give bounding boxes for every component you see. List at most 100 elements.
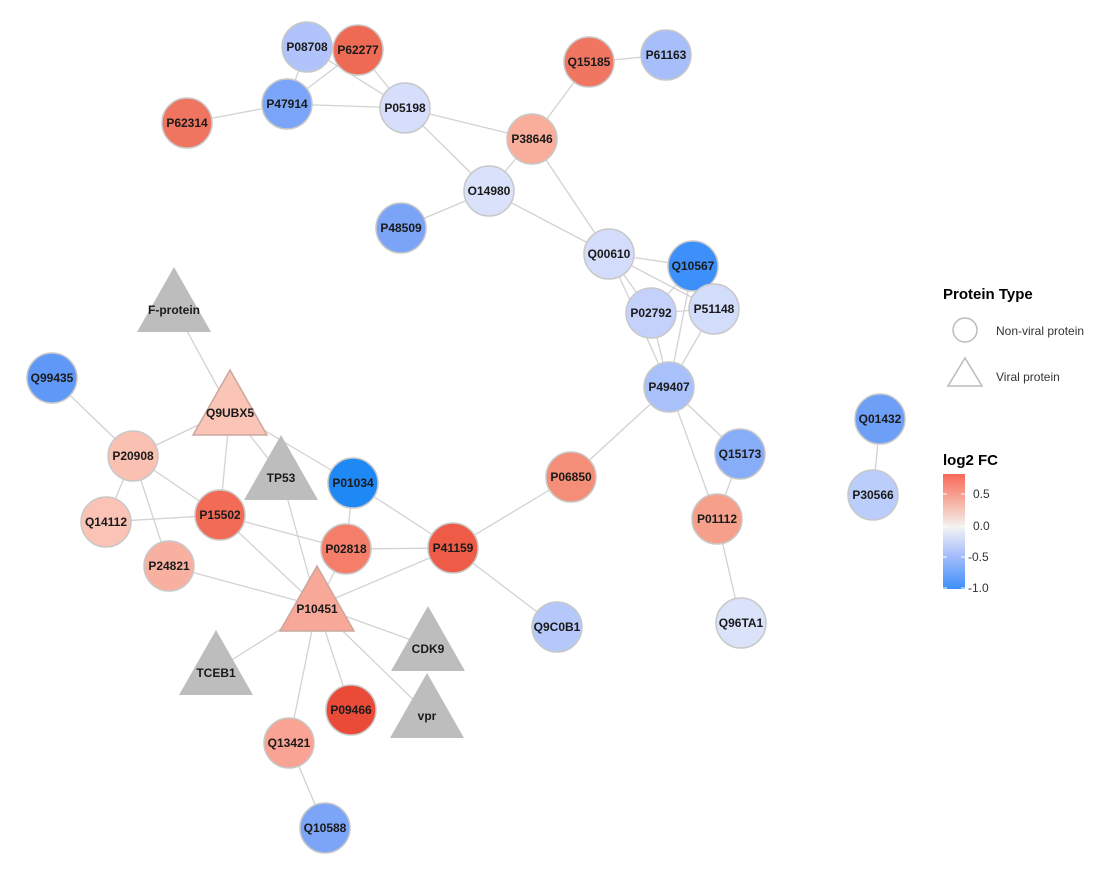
triangle-node-shape [179, 630, 253, 695]
node-label: Q96TA1 [719, 616, 764, 630]
node-label: vpr [418, 709, 437, 723]
colorbar-tick-label: -1.0 [968, 581, 989, 595]
node-P62277: P62277 [332, 24, 384, 76]
legend-type-title: Protein Type [943, 286, 1033, 303]
node-TP53: TP53 [244, 435, 318, 500]
circle-node-shape [691, 493, 743, 545]
node-F-protein: F-protein [137, 267, 211, 332]
node-label: Q01432 [859, 412, 902, 426]
node-P30566: P30566 [847, 469, 899, 521]
node-P38646: P38646 [506, 113, 558, 165]
node-Q10567: Q10567 [667, 240, 719, 292]
node-P61163: P61163 [640, 29, 692, 81]
node-P20908: P20908 [107, 430, 159, 482]
node-label: Q10567 [672, 259, 715, 273]
node-label: P01112 [697, 512, 737, 526]
triangle-node-shape [191, 368, 269, 436]
circle-node-shape [281, 21, 333, 73]
node-CDK9: CDK9 [391, 606, 465, 671]
node-P08708: P08708 [281, 21, 333, 73]
node-P49407: P49407 [643, 361, 695, 413]
node-label: Q99435 [31, 371, 74, 385]
node-P47914: P47914 [261, 78, 313, 130]
colorbar-tick-label: 0.0 [973, 519, 990, 533]
node-label: Q13421 [268, 736, 311, 750]
node-label: P38646 [511, 132, 553, 146]
node-label: P41159 [433, 541, 474, 555]
node-label: Q9C0B1 [534, 620, 581, 634]
node-label: P51148 [694, 302, 735, 316]
circle-node-shape [327, 457, 379, 509]
node-label: Q00610 [588, 247, 631, 261]
node-P24821: P24821 [143, 540, 195, 592]
circle-node-shape [715, 597, 767, 649]
circle-node-shape [714, 428, 766, 480]
node-label: P15502 [199, 508, 241, 522]
node-P62314: P62314 [161, 97, 213, 149]
node-label: TP53 [267, 471, 296, 485]
circle-node-shape [688, 283, 740, 335]
legend-label-nonviral: Non-viral protein [996, 324, 1084, 338]
circle-node-shape [107, 430, 159, 482]
circle-node-shape [427, 522, 479, 574]
circle-node-shape [379, 82, 431, 134]
node-P05198: P05198 [379, 82, 431, 134]
node-label: P24821 [148, 559, 190, 573]
node-label: P62277 [337, 43, 379, 57]
node-label: P06850 [550, 470, 592, 484]
circle-node-shape [161, 97, 213, 149]
circle-node-shape [80, 496, 132, 548]
node-vpr: vpr [390, 673, 464, 738]
circle-node-shape [26, 352, 78, 404]
node-Q13421: Q13421 [263, 717, 315, 769]
node-P41159: P41159 [427, 522, 479, 574]
circle-node-shape [643, 361, 695, 413]
node-label: P47914 [266, 97, 308, 111]
node-label: P61163 [646, 48, 687, 62]
triangle-node-shape [391, 606, 465, 671]
node-label: TCEB1 [196, 666, 236, 680]
legend-triangle-key [946, 356, 984, 387]
circle-node-shape [506, 113, 558, 165]
circle-node-shape [583, 228, 635, 280]
triangle-node-shape [390, 673, 464, 738]
node-label: P62314 [166, 116, 208, 130]
colorbar [943, 474, 965, 589]
circle-node-shape [375, 202, 427, 254]
circle-node-shape [563, 36, 615, 88]
legend-circle-key [952, 317, 978, 343]
node-label: P05198 [384, 101, 426, 115]
node-label: Q9UBX5 [206, 406, 254, 420]
node-label: Q14112 [85, 515, 127, 529]
node-label: Q15173 [719, 447, 762, 461]
legend-color-title: log2 FC [943, 452, 998, 469]
circle-node-shape [332, 24, 384, 76]
circle-node-shape [667, 240, 719, 292]
circle-node-shape [640, 29, 692, 81]
node-Q00610: Q00610 [583, 228, 635, 280]
node-label: P08708 [286, 40, 328, 54]
circle-node-shape [847, 469, 899, 521]
circle-node-shape [143, 540, 195, 592]
triangle-node-shape [244, 435, 318, 500]
legend-label-viral: Viral protein [996, 370, 1060, 384]
circle-node-shape [545, 451, 597, 503]
circle-node-shape [625, 287, 677, 339]
node-TCEB1: TCEB1 [179, 630, 253, 695]
node-P01034: P01034 [327, 457, 379, 509]
node-O14980: O14980 [463, 165, 515, 217]
triangle-node-shape [137, 267, 211, 332]
node-P02818: P02818 [320, 523, 372, 575]
circle-node-shape [325, 684, 377, 736]
node-label: Q10588 [304, 821, 347, 835]
circle-node-shape [299, 802, 351, 854]
node-P01112: P01112 [691, 493, 743, 545]
node-label: P49407 [648, 380, 690, 394]
node-P15502: P15502 [194, 489, 246, 541]
node-label: P02792 [630, 306, 672, 320]
node-P06850: P06850 [545, 451, 597, 503]
node-Q15173: Q15173 [714, 428, 766, 480]
node-P48509: P48509 [375, 202, 427, 254]
nodes-layer: P08708 P62277 P47914 P62314 P05198 Q15185 P611… [26, 21, 906, 854]
circle-node-shape [320, 523, 372, 575]
